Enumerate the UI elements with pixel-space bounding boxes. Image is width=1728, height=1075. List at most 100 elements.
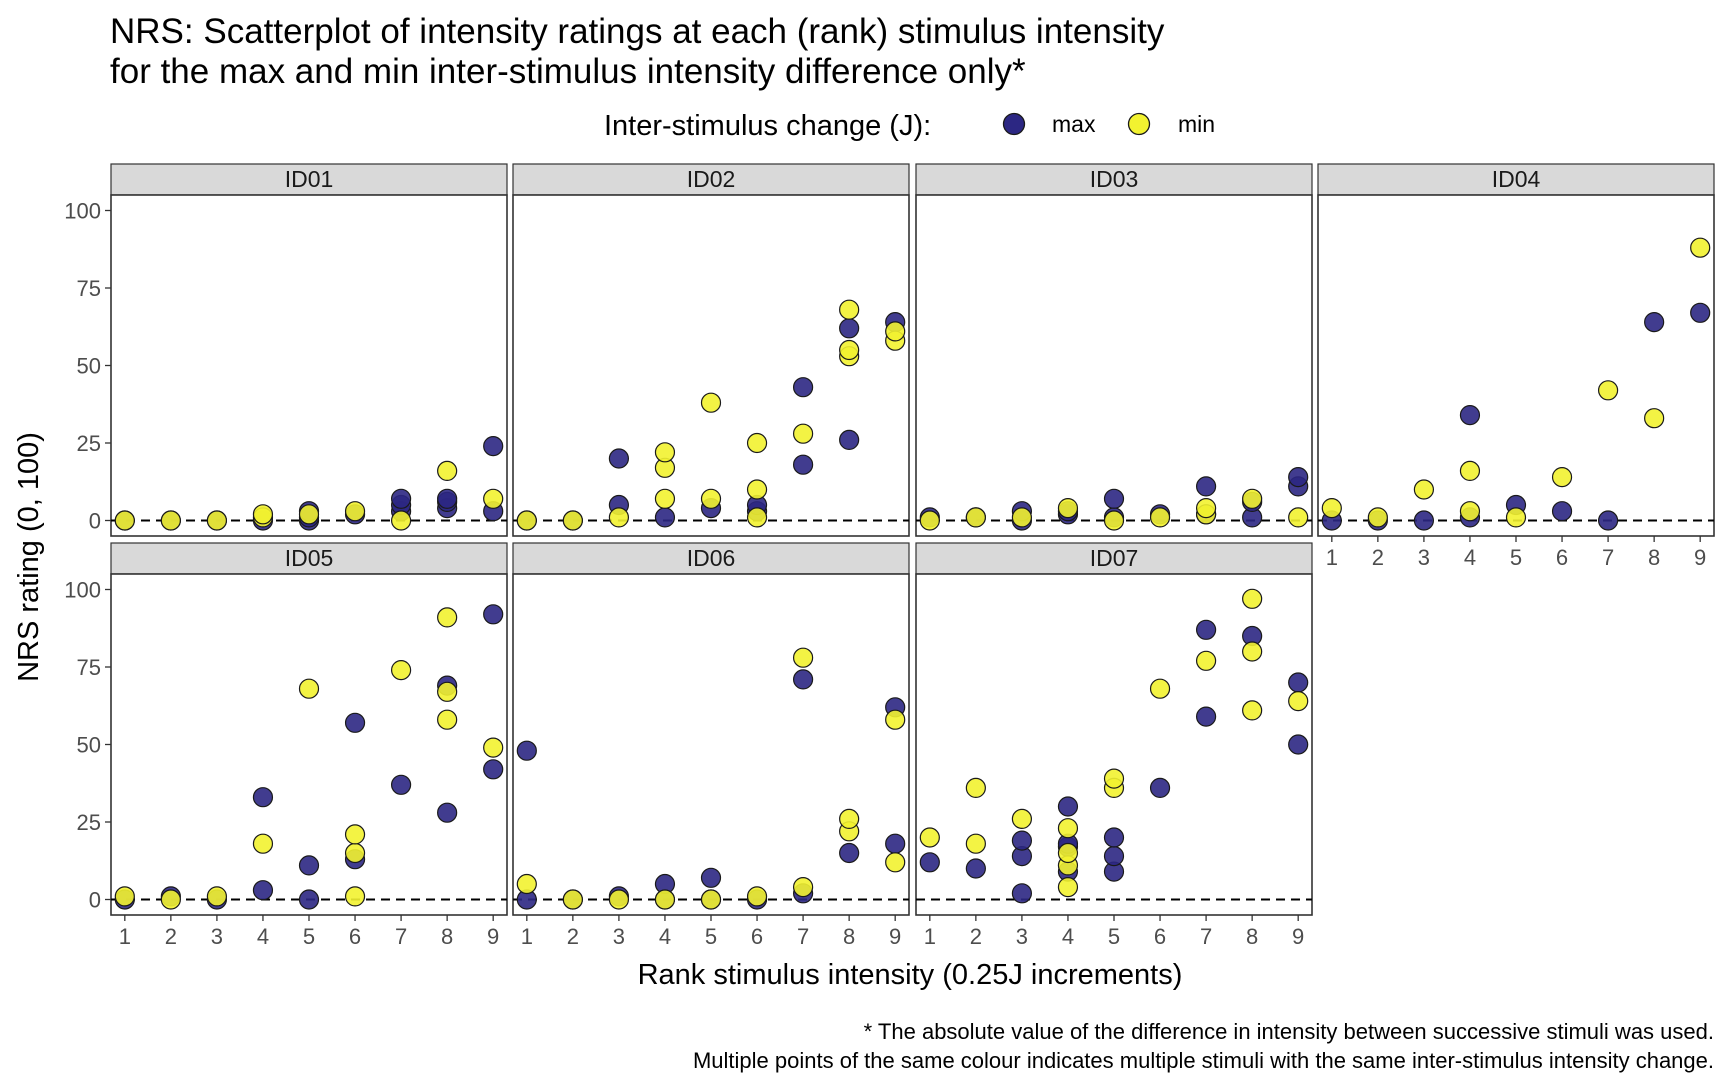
y-tick-label: 75 [77, 655, 101, 680]
data-point-min [654, 442, 676, 463]
data-point-max [1288, 734, 1309, 755]
data-point-min [252, 833, 274, 854]
caption-line-1: * The absolute value of the difference i… [864, 1019, 1714, 1044]
data-point-min [437, 460, 458, 481]
facet-panel-id06: ID06 1 2 3 4 5 6 7 8 9 [512, 542, 910, 949]
data-point-min [344, 886, 366, 907]
facet-strip [512, 542, 910, 575]
data-point-max [1103, 845, 1125, 867]
data-point-min [1103, 510, 1125, 531]
data-point-max [390, 774, 412, 795]
facet-strip [110, 163, 508, 196]
chart-title-line-1: NRS: Scatterplot of intensity ratings at… [110, 12, 1165, 51]
x-tick-label: 7 [1602, 545, 1614, 570]
panel-plot-area [512, 194, 910, 537]
data-point-min [654, 488, 676, 509]
x-tick-label: 2 [165, 924, 177, 949]
data-point-min [839, 808, 860, 830]
caption-line-2: Multiple points of the same colour indic… [693, 1048, 1714, 1073]
data-point-min [700, 392, 722, 413]
data-point-max [1288, 672, 1309, 693]
data-point-max [839, 318, 860, 339]
x-tick-label: 5 [705, 924, 717, 949]
data-point-min [746, 432, 768, 454]
data-point-max [483, 759, 504, 780]
x-tick-label: 8 [1246, 924, 1258, 949]
x-tick-label: 2 [970, 924, 982, 949]
data-point-max [1195, 619, 1217, 640]
data-point-max [965, 858, 986, 879]
data-point-min [608, 889, 630, 910]
y-tick-label: 0 [89, 509, 101, 534]
panel-plot-area [915, 194, 1313, 537]
x-tick-label: 8 [843, 924, 855, 949]
data-point-min [839, 299, 860, 320]
data-point-max [792, 377, 814, 398]
data-point-max [483, 604, 504, 625]
data-point-min [252, 504, 274, 525]
data-point-min [516, 873, 537, 895]
x-tick-label: 4 [1062, 924, 1074, 949]
data-point-min [390, 510, 412, 531]
facet-strip [512, 163, 910, 196]
y-tick-label: 100 [64, 578, 101, 603]
data-point-min [1459, 501, 1481, 522]
data-point-max [298, 855, 320, 876]
legend-key-min [1127, 112, 1151, 136]
data-point-min [1057, 498, 1079, 519]
x-tick-label: 6 [349, 924, 361, 949]
data-point-max [919, 852, 940, 873]
x-tick-label: 9 [889, 924, 901, 949]
panel-plot-area [1317, 194, 1715, 537]
data-point-max [437, 488, 458, 509]
y-tick-label: 25 [77, 810, 101, 835]
x-tick-label: 1 [521, 924, 533, 949]
x-tick-label: 7 [797, 924, 809, 949]
data-point-min [965, 507, 986, 528]
data-point-max [608, 448, 630, 469]
facet-strip [915, 163, 1313, 196]
data-point-min [483, 488, 504, 509]
data-point-min [437, 709, 458, 730]
data-point-min [746, 479, 768, 500]
data-point-min [1057, 876, 1079, 898]
x-tick-label: 7 [1200, 924, 1212, 949]
data-point-max [1149, 777, 1171, 799]
facet-strip-label: ID04 [1492, 166, 1541, 192]
data-point-min [919, 827, 940, 848]
caption: * The absolute value of the difference i… [693, 1019, 1714, 1073]
data-point-max [1011, 883, 1033, 904]
facet-strip-label: ID06 [687, 545, 736, 571]
y-tick-label: 75 [77, 276, 101, 301]
facet-strip-label: ID07 [1090, 545, 1139, 571]
data-point-min [160, 889, 181, 910]
data-point-min [562, 889, 583, 910]
facet-panel-id04: ID04 1 2 3 4 5 6 7 8 9 [1317, 163, 1715, 570]
data-point-max [1459, 405, 1481, 426]
legend: Inter-stimulus change (J): max min [604, 110, 1215, 142]
data-point-max [1690, 302, 1711, 323]
data-point-max [1103, 488, 1125, 509]
x-tick-label: 8 [1648, 545, 1660, 570]
data-point-min [700, 889, 722, 910]
data-point-max [792, 454, 814, 475]
legend-label-min: min [1178, 111, 1215, 137]
data-point-min [1242, 641, 1263, 662]
data-point-min [1459, 460, 1481, 481]
data-point-max [252, 787, 274, 808]
data-point-min [1367, 507, 1388, 528]
data-point-max [1057, 796, 1079, 817]
data-point-min [1597, 380, 1619, 401]
data-point-min [885, 321, 906, 342]
data-point-max [654, 507, 676, 528]
data-point-max [792, 669, 814, 690]
x-tick-label: 3 [1016, 924, 1028, 949]
data-point-min [746, 886, 768, 907]
facet-strip-label: ID05 [285, 545, 334, 571]
data-point-min [654, 889, 676, 910]
data-point-min [114, 886, 135, 907]
data-point-min [1195, 650, 1217, 671]
data-point-min [1242, 488, 1263, 509]
x-tick-label: 7 [395, 924, 407, 949]
data-point-min [1057, 842, 1079, 864]
